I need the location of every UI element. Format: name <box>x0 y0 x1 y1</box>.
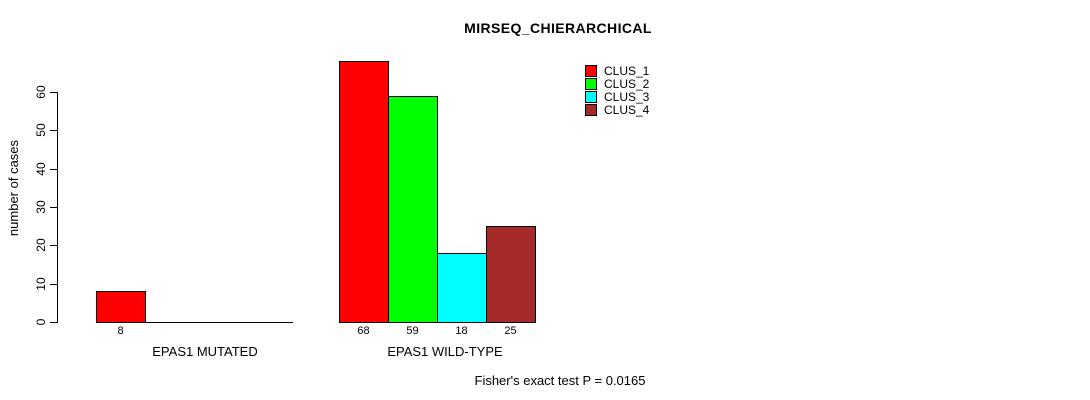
bar-zero-clus_3-group1 <box>194 322 244 323</box>
y-axis-tick-label: 10 <box>34 276 48 291</box>
legend-swatch-clus_2 <box>585 78 597 90</box>
legend-item-label: CLUS_1 <box>604 64 650 78</box>
legend-swatch-clus_4 <box>585 104 597 116</box>
legend-swatch-clus_1 <box>585 65 597 77</box>
legend-item-label: CLUS_4 <box>604 103 650 117</box>
bar-clus_1-group1 <box>96 291 146 323</box>
chart-title: MIRSEQ_CHIERARCHICAL <box>464 20 652 36</box>
y-axis-tick <box>50 245 57 247</box>
y-axis-tick <box>50 92 57 93</box>
legend-item-label: CLUS_2 <box>604 77 650 91</box>
y-axis-tick <box>50 168 57 170</box>
bar-value-label: 8 <box>117 325 124 337</box>
bar-value-label: 68 <box>357 325 370 337</box>
bar-clus_1-group2 <box>339 61 389 323</box>
bar-clus_3-group2 <box>437 253 487 323</box>
bar-clus_4-group2 <box>486 226 536 323</box>
y-axis-line <box>57 92 58 323</box>
legend-item-label: CLUS_3 <box>604 90 650 104</box>
annotation-text: Fisher's exact test P = 0.0165 <box>474 373 646 388</box>
legend-item-clus_3: CLUS_3 <box>585 91 649 103</box>
y-axis-tick-label: 50 <box>34 123 48 138</box>
y-axis-tick <box>50 283 57 285</box>
y-axis-tick-label: 0 <box>34 318 48 326</box>
legend-item-clus_4: CLUS_4 <box>585 104 649 116</box>
x-category-label: EPAS1 WILD-TYPE <box>387 344 503 359</box>
y-axis-tick-label: 60 <box>34 85 48 99</box>
legend-item-clus_1: CLUS_1 <box>585 65 649 77</box>
y-axis-tick <box>50 322 57 323</box>
x-category-label: EPAS1 MUTATED <box>152 344 258 359</box>
bar-zero-clus_4-group1 <box>243 322 293 323</box>
bar-value-label: 59 <box>406 325 419 337</box>
y-axis-tick <box>50 207 57 208</box>
y-axis-tick <box>50 130 57 132</box>
y-axis-label: number of cases <box>6 139 21 237</box>
bar-zero-clus_2-group1 <box>145 322 195 323</box>
legend-item-clus_2: CLUS_2 <box>585 78 649 90</box>
legend: CLUS_1 CLUS_2 CLUS_3 CLUS_4 <box>585 65 649 117</box>
y-axis-tick-label: 20 <box>34 238 48 253</box>
bar-value-label: 25 <box>504 325 517 337</box>
legend-swatch-clus_3 <box>585 91 597 103</box>
bar-clus_2-group2 <box>388 95 438 323</box>
bar-value-label: 18 <box>455 325 468 337</box>
y-axis-tick-label: 40 <box>34 161 48 176</box>
y-axis-tick-label: 30 <box>34 200 48 214</box>
